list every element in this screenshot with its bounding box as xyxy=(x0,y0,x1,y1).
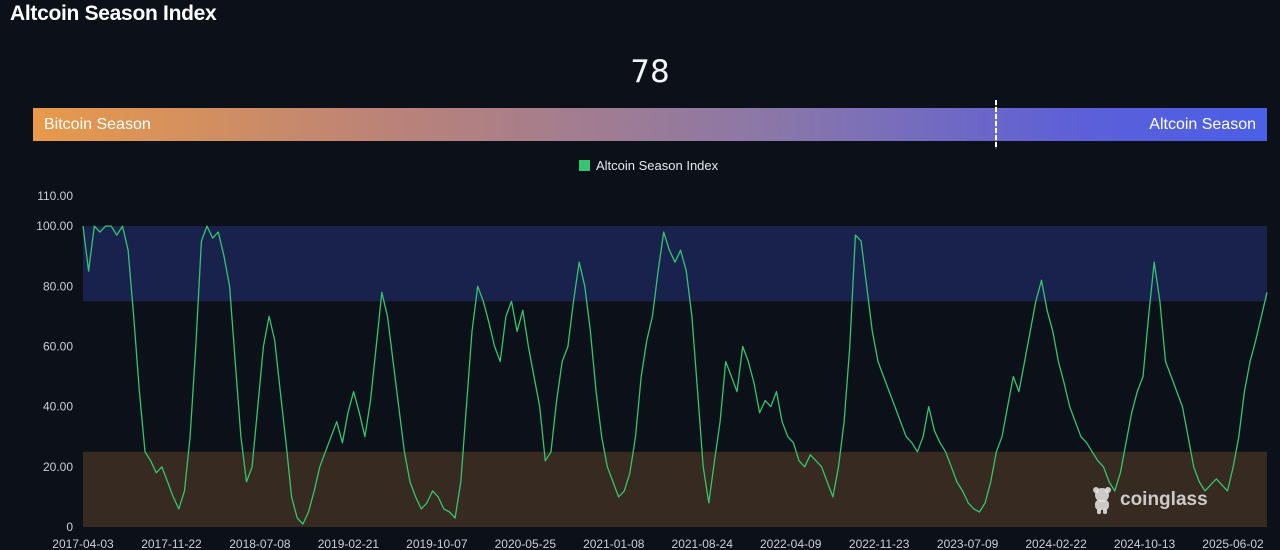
series-line-altcoin-season-index xyxy=(82,225,1268,525)
watermark-text: coinglass xyxy=(1120,489,1208,510)
x-tick-label: 2024-02-22 xyxy=(1025,537,1087,550)
current-index-marker xyxy=(995,100,997,149)
y-tick-label: 80.00 xyxy=(43,279,73,293)
y-tick-label: 110.00 xyxy=(37,189,73,203)
x-tick-label: 2022-11-23 xyxy=(849,537,910,550)
x-tick-label: 2017-11-22 xyxy=(141,537,202,550)
bitcoin-season-band xyxy=(83,451,1267,527)
altcoin-season-band xyxy=(83,226,1267,302)
x-tick-label: 2024-10-13 xyxy=(1114,537,1176,550)
legend-swatch xyxy=(579,160,590,171)
x-tick-label: 2025-06-02 xyxy=(1202,537,1264,550)
x-tick-label: 2020-05-25 xyxy=(495,537,557,550)
page-title: Altcoin Season Index xyxy=(10,2,217,25)
x-tick-label: 2019-02-21 xyxy=(318,537,380,550)
chart-legend[interactable]: Altcoin Season Index xyxy=(579,158,718,173)
altcoin-season-chart[interactable]: 0 20.00 40.00 60.00 80.00 100.00 110.00 2017-04… xyxy=(0,180,1280,550)
x-tick-label: 2023-07-09 xyxy=(937,537,999,550)
y-tick-label: 100.00 xyxy=(36,219,73,233)
x-tick-label: 2021-08-24 xyxy=(672,537,734,550)
altcoin-season-label: Altcoin Season xyxy=(1149,116,1256,133)
x-tick-label: 2017-04-03 xyxy=(52,537,114,550)
coinglass-watermark: coinglass xyxy=(1090,486,1208,514)
y-tick-label: 0 xyxy=(66,520,73,534)
bitcoin-season-label: Bitcoin Season xyxy=(44,116,151,133)
legend-label: Altcoin Season Index xyxy=(596,158,719,173)
index-value: 78 xyxy=(630,54,670,90)
season-gradient-bar: Bitcoin Season Altcoin Season xyxy=(33,108,1267,141)
x-tick-label: 2021-01-08 xyxy=(583,537,645,550)
x-tick-label: 2018-07-08 xyxy=(229,537,291,550)
y-tick-label: 20.00 xyxy=(43,460,73,474)
y-tick-label: 40.00 xyxy=(43,400,73,414)
coinglass-logo-icon xyxy=(1093,487,1111,514)
x-tick-label: 2022-04-09 xyxy=(760,537,822,550)
x-tick-label: 2019-10-07 xyxy=(406,537,468,550)
y-tick-label: 60.00 xyxy=(43,339,73,353)
